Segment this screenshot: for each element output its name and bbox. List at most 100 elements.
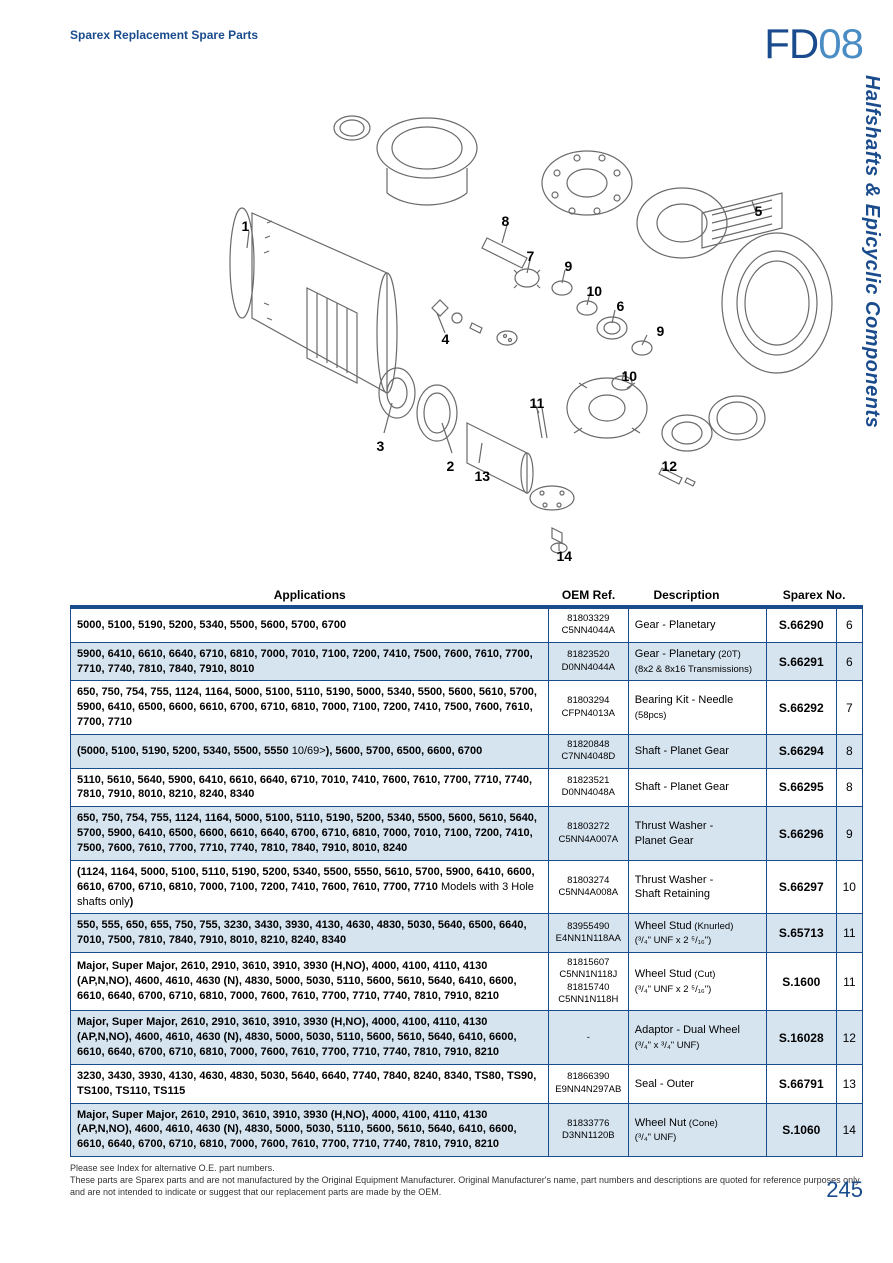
cell-oem: - [548,1011,628,1065]
cell-oem: 81815607C5NN1N118J81815740C5NN1N118H [548,953,628,1011]
cell-sparex-no: S.66296 [766,807,836,861]
cell-oem: 81823521D0NN4048A [548,768,628,807]
cell-sparex-no: S.66295 [766,768,836,807]
table-row: 650, 750, 754, 755, 1124, 1164, 5000, 51… [71,681,863,735]
cell-sparex-no: S.65713 [766,914,836,953]
table-row: 3230, 3430, 3930, 4130, 4630, 4830, 5030… [71,1064,863,1103]
page-header: Sparex Replacement Spare Parts FD08 [70,20,863,68]
cell-applications: 550, 555, 650, 655, 750, 755, 3230, 3430… [71,914,549,953]
callout-number: 1 [242,218,250,234]
footnote: Please see Index for alternative O.E. pa… [70,1163,863,1198]
code-prefix: FD [764,20,818,67]
callout-number: 2 [447,458,455,474]
page-container: Sparex Replacement Spare Parts FD08 Half… [0,0,893,1218]
cell-sparex-no: S.66291 [766,642,836,681]
cell-description: Thrust Washer -Planet Gear [628,807,766,861]
cell-applications: 650, 750, 754, 755, 1124, 1164, 5000, 51… [71,681,549,735]
cell-description: Shaft - Planet Gear [628,768,766,807]
cell-description: Wheel Nut (Cone)(³/₄" UNF) [628,1103,766,1157]
table-row: Major, Super Major, 2610, 2910, 3610, 39… [71,1011,863,1065]
cell-applications: (5000, 5100, 5190, 5200, 5340, 5500, 555… [71,734,549,768]
diagram-svg [87,73,847,573]
header-brand: Sparex Replacement Spare Parts [70,28,258,42]
callout-number: 13 [475,468,491,484]
callout-number: 10 [587,283,603,299]
cell-oem: 81803274C5NN4A008A [548,860,628,914]
cell-oem: 81820848C7NN4048D [548,734,628,768]
callout-number: 11 [530,395,545,411]
callout-number: 6 [617,298,625,314]
cell-ref-no: 14 [836,1103,862,1157]
table-row: (5000, 5100, 5190, 5200, 5340, 5500, 555… [71,734,863,768]
cell-oem: 81823520D0NN4044A [548,642,628,681]
table-row: 550, 555, 650, 655, 750, 755, 3230, 3430… [71,914,863,953]
parts-table-wrap: Applications OEM Ref. Description Sparex… [70,588,863,1198]
callout-number: 7 [527,248,535,264]
table-row: 5000, 5100, 5190, 5200, 5340, 5500, 5600… [71,609,863,643]
cell-ref-no: 10 [836,860,862,914]
cell-sparex-no: S.66292 [766,681,836,735]
page-number: 245 [826,1177,863,1203]
header-code: FD08 [764,20,863,68]
callout-number: 8 [502,213,510,229]
cell-sparex-no: S.66294 [766,734,836,768]
code-suffix: 08 [818,20,863,67]
cell-ref-no: 6 [836,642,862,681]
cell-applications: Major, Super Major, 2610, 2910, 3610, 39… [71,1011,549,1065]
cell-oem: 81803272C5NN4A007A [548,807,628,861]
cell-ref-no: 9 [836,807,862,861]
cell-description: Wheel Stud (Cut)(³/₄" UNF x 2 ⁵/₁₆") [628,953,766,1011]
table-row: (1124, 1164, 5000, 5100, 5110, 5190, 520… [71,860,863,914]
col-applications: Applications [70,588,549,602]
cell-oem: 81803329C5NN4044A [548,609,628,643]
cell-sparex-no: S.66290 [766,609,836,643]
callout-number: 12 [662,458,678,474]
exploded-diagram: 1857910691041132131214 [87,73,847,573]
cell-oem: 81803294CFPN4013A [548,681,628,735]
cell-oem: 83955490E4NN1N118AA [548,914,628,953]
cell-description: Bearing Kit - Needle(58pcs) [628,681,766,735]
col-description: Description [628,588,765,602]
cell-description: Wheel Stud (Knurled)(³/₄" UNF x 2 ⁵/₁₆") [628,914,766,953]
table-row: 5110, 5610, 5640, 5900, 6410, 6610, 6640… [71,768,863,807]
cell-applications: 3230, 3430, 3930, 4130, 4630, 4830, 5030… [71,1064,549,1103]
callout-number: 14 [557,548,573,564]
callout-number: 9 [657,323,665,339]
cell-ref-no: 12 [836,1011,862,1065]
cell-ref-no: 13 [836,1064,862,1103]
table-row: Major, Super Major, 2610, 2910, 3610, 39… [71,1103,863,1157]
cell-applications: Major, Super Major, 2610, 2910, 3610, 39… [71,1103,549,1157]
cell-ref-no: 11 [836,914,862,953]
cell-description: Adaptor - Dual Wheel(³/₄" x ³/₄" UNF) [628,1011,766,1065]
cell-sparex-no: S.1600 [766,953,836,1011]
cell-applications: 5000, 5100, 5190, 5200, 5340, 5500, 5600… [71,609,549,643]
callout-number: 9 [565,258,573,274]
cell-applications: Major, Super Major, 2610, 2910, 3610, 39… [71,953,549,1011]
cell-sparex-no: S.66297 [766,860,836,914]
callout-number: 4 [442,331,450,347]
cell-oem: 81866390E9NN4N297AB [548,1064,628,1103]
cell-sparex-no: S.66791 [766,1064,836,1103]
table-row: Major, Super Major, 2610, 2910, 3610, 39… [71,953,863,1011]
cell-ref-no: 8 [836,734,862,768]
cell-ref-no: 8 [836,768,862,807]
cell-description: Seal - Outer [628,1064,766,1103]
table-row: 650, 750, 754, 755, 1124, 1164, 5000, 51… [71,807,863,861]
cell-applications: 5900, 6410, 6610, 6640, 6710, 6810, 7000… [71,642,549,681]
side-title: Halfshafts & Epicyclic Components [860,75,883,428]
col-sparex: Sparex No. [765,588,863,602]
col-oem: OEM Ref. [549,588,627,602]
parts-table: 5000, 5100, 5190, 5200, 5340, 5500, 5600… [70,608,863,1157]
cell-sparex-no: S.16028 [766,1011,836,1065]
cell-ref-no: 6 [836,609,862,643]
cell-description: Shaft - Planet Gear [628,734,766,768]
cell-applications: 5110, 5610, 5640, 5900, 6410, 6610, 6640… [71,768,549,807]
cell-sparex-no: S.1060 [766,1103,836,1157]
table-row: 5900, 6410, 6610, 6640, 6710, 6810, 7000… [71,642,863,681]
cell-ref-no: 7 [836,681,862,735]
cell-description: Gear - Planetary [628,609,766,643]
cell-applications: (1124, 1164, 5000, 5100, 5110, 5190, 520… [71,860,549,914]
cell-oem: 81833776D3NN1120B [548,1103,628,1157]
column-headers: Applications OEM Ref. Description Sparex… [70,588,863,608]
cell-description: Thrust Washer -Shaft Retaining [628,860,766,914]
